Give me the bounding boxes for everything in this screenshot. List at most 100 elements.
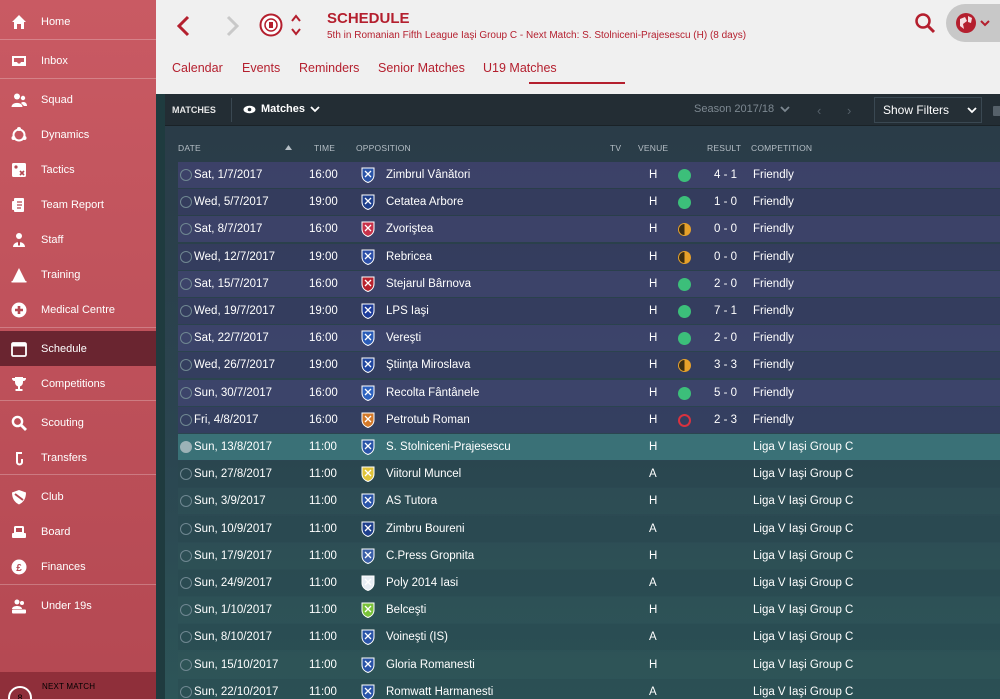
sidebar-item-dynamics[interactable]: Dynamics xyxy=(0,117,156,152)
match-competition[interactable]: Friendly xyxy=(753,386,794,399)
table-row[interactable]: Sun, 15/10/2017 11:00 Gloria Romanesti H Lig… xyxy=(178,651,1000,678)
match-result[interactable]: 1 - 0 xyxy=(714,196,738,209)
next-match-widget[interactable]: 8 NEXT MATCH xyxy=(0,672,156,699)
tab-events[interactable]: Events xyxy=(242,61,281,75)
row-select-checkbox[interactable] xyxy=(180,441,192,453)
match-competition[interactable]: Friendly xyxy=(753,332,794,345)
sidebar-item-competitions[interactable]: Competitions xyxy=(0,366,156,401)
table-row[interactable]: Sun, 8/10/2017 11:00 Voineşti (IS) A Liga V … xyxy=(178,624,1000,651)
column-header-result[interactable]: RESULT xyxy=(707,143,742,153)
tab-senior-matches[interactable]: Senior Matches xyxy=(378,61,465,75)
row-select-checkbox[interactable] xyxy=(180,577,192,589)
row-select-checkbox[interactable] xyxy=(180,386,192,399)
sidebar-item-schedule[interactable]: Schedule xyxy=(0,331,156,366)
row-select-checkbox[interactable] xyxy=(180,250,192,263)
match-competition[interactable]: Liga V Iaşi Group C xyxy=(753,577,854,589)
column-header-tv[interactable]: TV xyxy=(610,143,622,153)
table-row[interactable]: Fri, 4/8/2017 16:00 Petrotub Roman H 2 - 3 Fr… xyxy=(178,406,1000,433)
row-select-checkbox[interactable] xyxy=(180,196,192,209)
globe-menu-button[interactable] xyxy=(946,4,1000,42)
opposition-name[interactable]: Petrotub Roman xyxy=(386,413,470,426)
tab-reminders[interactable]: Reminders xyxy=(299,61,360,75)
opposition-name[interactable]: Ştiinţa Miroslava xyxy=(386,359,471,372)
table-row[interactable]: Sat, 1/7/2017 16:00 Zimbrul Vânători H 4 - 1… xyxy=(178,162,1000,188)
match-competition[interactable]: Liga V Iaşi Group C xyxy=(753,658,854,671)
forward-arrow-icon[interactable] xyxy=(222,14,244,38)
sidebar-item-tactics[interactable]: Tactics xyxy=(0,152,156,187)
match-result[interactable]: 4 - 1 xyxy=(714,169,738,181)
tab-calendar[interactable]: Calendar xyxy=(172,61,223,75)
sidebar-item-under-19s[interactable]: Under 19s xyxy=(0,588,156,623)
sort-ascending-icon[interactable] xyxy=(285,145,292,150)
table-row[interactable]: Sun, 30/7/2017 16:00 Recolta Fântânele H 5 -… xyxy=(178,379,1000,406)
match-competition[interactable]: Friendly xyxy=(753,250,794,263)
match-result[interactable]: 5 - 0 xyxy=(714,386,738,399)
table-row[interactable]: Sat, 22/7/2017 16:00 Vereşti H 2 - 0 Friendly xyxy=(178,325,1000,352)
prev-season-arrow-icon[interactable]: ‹ xyxy=(817,103,822,118)
sidebar-item-team-report[interactable]: Team Report xyxy=(0,187,156,222)
back-arrow-icon[interactable] xyxy=(174,14,196,38)
opposition-name[interactable]: C.Press Gropnita xyxy=(386,549,475,562)
row-select-checkbox[interactable] xyxy=(180,685,192,698)
match-competition[interactable]: Liga V Iaşi Group C xyxy=(753,522,854,535)
opposition-name[interactable]: Rebricea xyxy=(386,250,433,263)
opposition-name[interactable]: LPS Iaşi xyxy=(386,305,429,317)
column-header-opposition[interactable]: OPPOSITION xyxy=(356,143,411,153)
table-row[interactable]: Sat, 8/7/2017 16:00 Zvoriştea H 0 - 0 Friendl… xyxy=(178,216,1000,243)
search-icon[interactable] xyxy=(914,12,936,34)
opposition-name[interactable]: AS Tutora xyxy=(386,495,438,508)
view-dropdown[interactable]: Matches xyxy=(243,103,320,115)
opposition-name[interactable]: Viitorul Muncel xyxy=(386,468,462,481)
table-row[interactable]: Sun, 3/9/2017 11:00 AS Tutora H Liga V Iaşi … xyxy=(178,488,1000,515)
opposition-name[interactable]: Stejarul Bârnova xyxy=(386,277,472,290)
row-select-checkbox[interactable] xyxy=(180,495,192,508)
row-select-checkbox[interactable] xyxy=(180,359,192,372)
match-competition[interactable]: Friendly xyxy=(753,359,794,372)
table-row[interactable]: Sun, 10/9/2017 11:00 Zimbru Boureni A Liga V… xyxy=(178,515,1000,542)
match-competition[interactable]: Friendly xyxy=(753,413,794,426)
row-select-checkbox[interactable] xyxy=(180,468,192,481)
sidebar-item-medical-centre[interactable]: Medical Centre xyxy=(0,292,156,327)
row-select-checkbox[interactable] xyxy=(180,169,192,181)
row-select-checkbox[interactable] xyxy=(180,305,192,317)
row-select-checkbox[interactable] xyxy=(180,223,192,236)
table-row[interactable]: Wed, 12/7/2017 19:00 Rebricea H 0 - 0 Friendl… xyxy=(178,243,1000,270)
opposition-name[interactable]: Zvoriştea xyxy=(386,223,434,236)
row-select-checkbox[interactable] xyxy=(180,549,192,562)
club-crest-icon[interactable] xyxy=(259,13,283,37)
row-select-checkbox[interactable] xyxy=(180,631,192,644)
sidebar-item-transfers[interactable]: Transfers xyxy=(0,440,156,475)
sidebar-item-scouting[interactable]: Scouting xyxy=(0,405,156,440)
match-competition[interactable]: Liga V Iaşi Group C xyxy=(753,685,854,698)
row-select-checkbox[interactable] xyxy=(180,604,192,617)
sidebar-item-finances[interactable]: £ Finances xyxy=(0,549,156,584)
sidebar-item-inbox[interactable]: Inbox xyxy=(0,43,156,78)
table-row[interactable]: Sun, 22/10/2017 11:00 Romwatt Harmanesti A L… xyxy=(178,678,1000,699)
next-season-arrow-icon[interactable]: › xyxy=(847,103,852,118)
match-competition[interactable]: Friendly xyxy=(753,305,794,317)
match-result[interactable]: 3 - 3 xyxy=(714,359,738,372)
sidebar-item-squad[interactable]: Squad xyxy=(0,82,156,117)
table-row[interactable]: Sun, 27/8/2017 11:00 Viitorul Muncel A Liga … xyxy=(178,461,1000,488)
match-competition[interactable]: Liga V Iaşi Group C xyxy=(753,604,854,617)
table-row[interactable]: Sun, 24/9/2017 11:00 Poly 2014 Iasi A Liga V… xyxy=(178,570,1000,596)
match-competition[interactable]: Liga V Iaşi Group C xyxy=(753,495,854,508)
match-result[interactable]: 7 - 1 xyxy=(714,305,738,317)
match-competition[interactable]: Friendly xyxy=(753,277,794,290)
match-competition[interactable]: Liga V Iaşi Group C xyxy=(753,549,854,562)
lock-icon[interactable] xyxy=(993,106,1000,116)
table-row[interactable]: Sun, 13/8/2017 11:00 S. Stolniceni-Prajese… xyxy=(178,434,1000,460)
opposition-name[interactable]: Vereşti xyxy=(386,332,422,345)
match-competition[interactable]: Liga V Iaşi Group C xyxy=(753,441,854,453)
match-competition[interactable]: Friendly xyxy=(753,169,794,181)
table-row[interactable]: Sun, 17/9/2017 11:00 C.Press Gropnita H Liga… xyxy=(178,542,1000,569)
opposition-name[interactable]: Zimbrul Vânători xyxy=(386,169,471,181)
season-selector[interactable]: Season 2017/18 xyxy=(694,103,790,115)
opposition-name[interactable]: Romwatt Harmanesti xyxy=(386,685,494,698)
match-result[interactable]: 2 - 0 xyxy=(714,277,738,290)
row-select-checkbox[interactable] xyxy=(180,658,192,671)
table-row[interactable]: Wed, 19/7/2017 19:00 LPS Iaşi H 7 - 1 Friendl… xyxy=(178,298,1000,324)
opposition-name[interactable]: Zimbru Boureni xyxy=(386,522,465,535)
sidebar-item-staff[interactable]: Staff xyxy=(0,222,156,257)
column-header-competition[interactable]: COMPETITION xyxy=(751,143,813,153)
